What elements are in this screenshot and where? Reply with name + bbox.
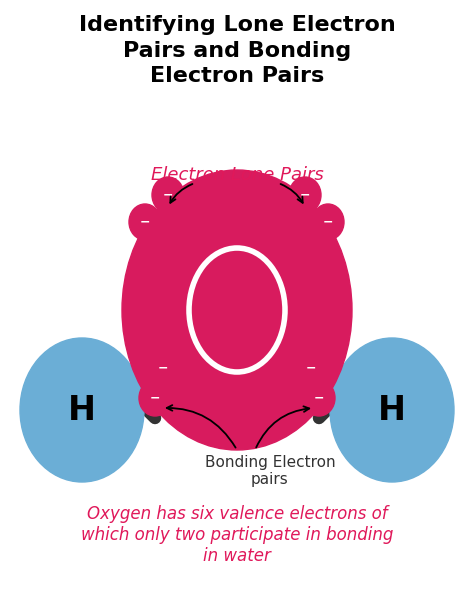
Text: Electron Lone Pairs: Electron Lone Pairs bbox=[151, 166, 323, 184]
Text: H: H bbox=[68, 394, 96, 426]
Ellipse shape bbox=[152, 177, 184, 213]
Text: H: H bbox=[378, 394, 406, 426]
Text: −: − bbox=[150, 391, 160, 404]
Text: −: − bbox=[163, 188, 173, 201]
Ellipse shape bbox=[20, 338, 144, 482]
Ellipse shape bbox=[289, 177, 321, 213]
Text: Oxygen has six valence electrons of
which only two participate in bonding
in wat: Oxygen has six valence electrons of whic… bbox=[81, 505, 393, 565]
Ellipse shape bbox=[139, 380, 171, 416]
Ellipse shape bbox=[312, 204, 344, 240]
Text: −: − bbox=[323, 215, 333, 229]
Text: −: − bbox=[314, 391, 324, 404]
Text: −: − bbox=[158, 362, 168, 375]
Ellipse shape bbox=[122, 170, 352, 450]
Text: Bonding Electron
pairs: Bonding Electron pairs bbox=[205, 455, 335, 487]
Ellipse shape bbox=[330, 338, 454, 482]
Text: −: − bbox=[300, 188, 310, 201]
Ellipse shape bbox=[303, 380, 335, 416]
Ellipse shape bbox=[295, 350, 327, 386]
Text: −: − bbox=[306, 362, 316, 375]
Text: −: − bbox=[140, 215, 150, 229]
Ellipse shape bbox=[147, 350, 179, 386]
Text: Identifying Lone Electron
Pairs and Bonding
Electron Pairs: Identifying Lone Electron Pairs and Bond… bbox=[79, 15, 395, 86]
Ellipse shape bbox=[129, 204, 161, 240]
